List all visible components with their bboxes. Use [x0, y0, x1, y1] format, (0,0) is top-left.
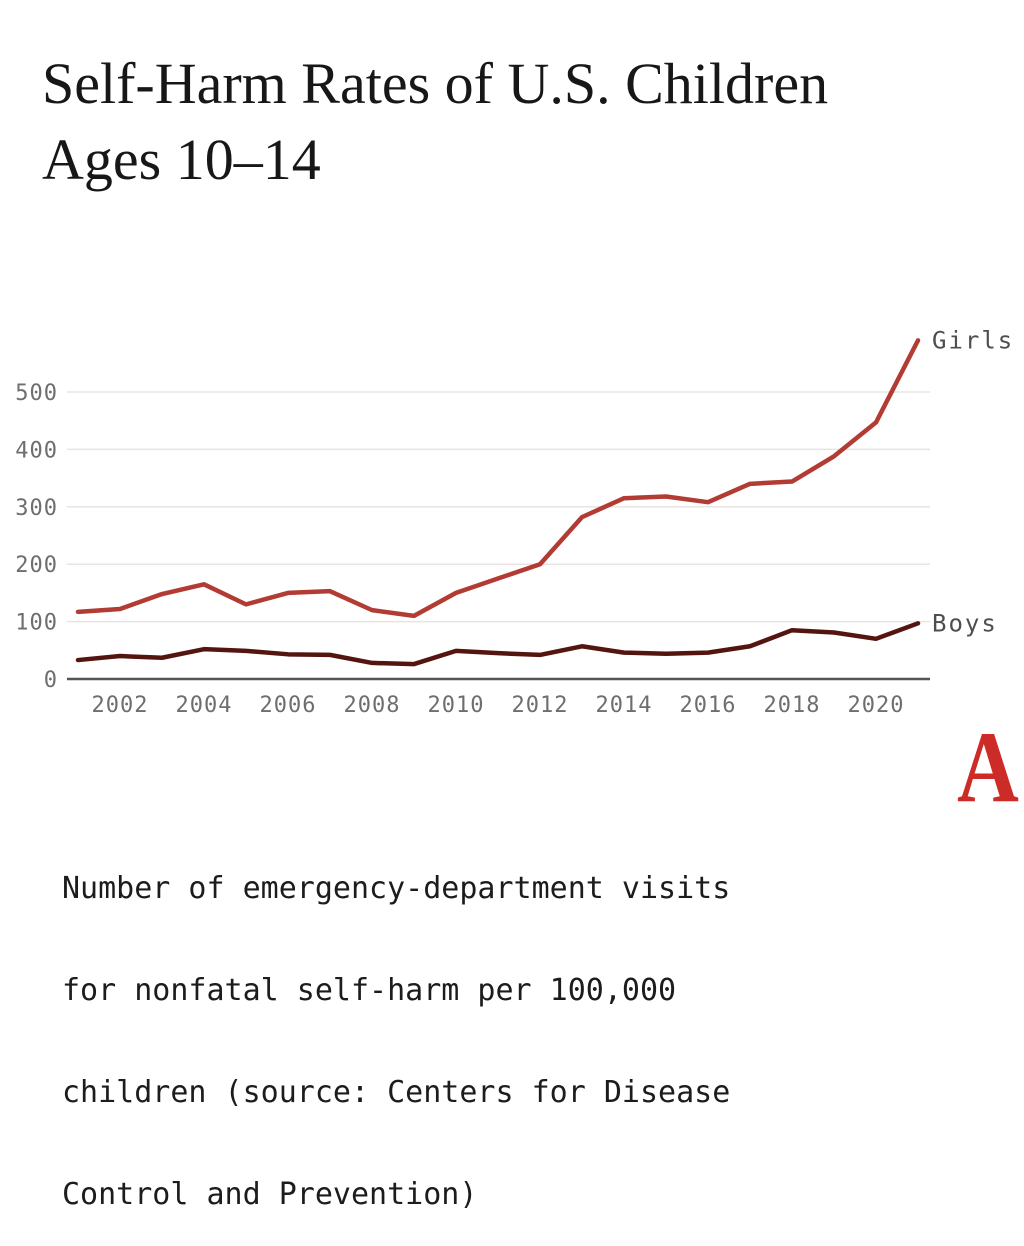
girls-series-line — [75, 338, 921, 619]
y-axis-tick-300: 300 — [15, 496, 58, 521]
atlantic-logo: A — [957, 711, 1019, 824]
x-axis-tick-2016: 2016 — [680, 693, 737, 718]
page-title-line-2: Ages 10–14 — [42, 127, 321, 192]
x-axis-tick-2014: 2014 — [596, 693, 653, 718]
girls-series-label: Girls — [932, 326, 1014, 354]
page-title: Self-Harm Rates of U.S. Children Ages 10… — [42, 46, 962, 198]
boys-series-label: Boys — [932, 609, 998, 637]
line-chart: 0 100 200 300 400 500 2002 2004 2006 2008 2010 2012… — [15, 326, 1014, 718]
x-axis-tick-2010: 2010 — [428, 693, 485, 718]
x-axis-tick-2002: 2002 — [92, 693, 149, 718]
caption-line: for nonfatal self-harm per 100,000 — [62, 973, 677, 1008]
caption-line: children (source: Centers for Disease — [62, 1075, 731, 1110]
caption-line: Control and Prevention) — [62, 1177, 478, 1212]
chart-source-caption: Number of emergency-department visits fo… — [62, 804, 730, 1246]
y-axis-tick-500: 500 — [15, 381, 58, 406]
y-axis-tick-400: 400 — [15, 438, 58, 463]
y-axis-tick-200: 200 — [15, 553, 58, 578]
page-title-line-1: Self-Harm Rates of U.S. Children — [42, 51, 829, 116]
x-axis-tick-2020: 2020 — [848, 693, 905, 718]
y-axis-tick-100: 100 — [15, 611, 58, 636]
x-axis-tick-2004: 2004 — [176, 693, 233, 718]
x-axis-tick-2008: 2008 — [344, 693, 401, 718]
x-axis-tick-2012: 2012 — [512, 693, 569, 718]
x-axis-tick-2006: 2006 — [260, 693, 317, 718]
caption-line: Number of emergency-department visits — [62, 871, 731, 906]
y-axis-tick-0: 0 — [44, 668, 58, 693]
x-axis-tick-2018: 2018 — [764, 693, 821, 718]
boys-series-line — [75, 621, 921, 667]
